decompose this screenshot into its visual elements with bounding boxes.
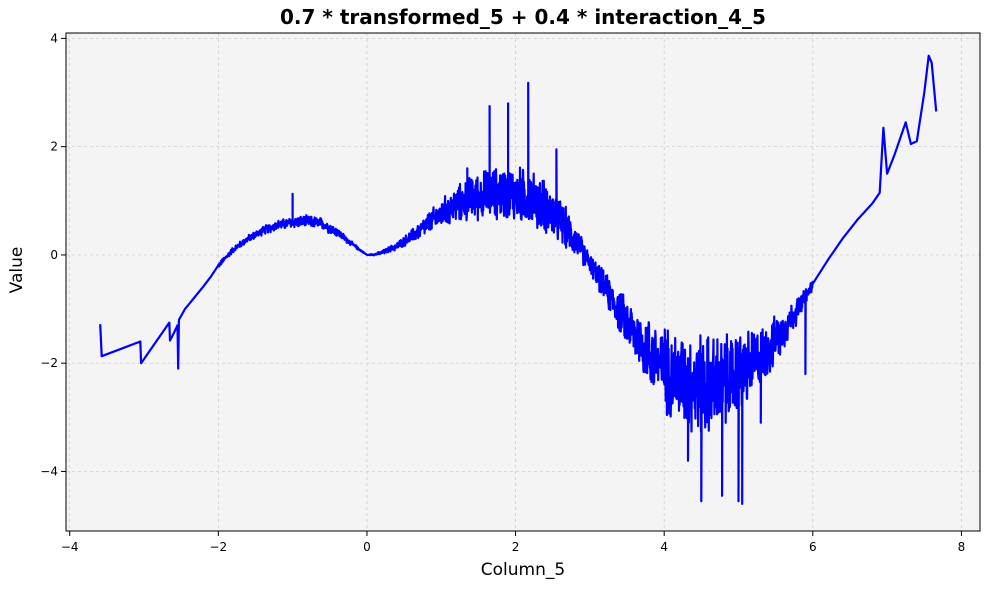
series-line bbox=[99, 54, 938, 505]
data-series bbox=[99, 54, 938, 505]
chart-title: 0.7 * transformed_5 + 0.4 * interaction_… bbox=[280, 5, 766, 29]
plot-frame bbox=[65, 32, 981, 532]
axis-ticks: −4 −2 0 2 4 6 8 −4 −2 0 2 4 bbox=[40, 31, 965, 554]
x-tick-label: 4 bbox=[660, 540, 668, 554]
x-tick-label: 6 bbox=[809, 540, 817, 554]
x-tick-label: 2 bbox=[512, 540, 520, 554]
y-tick-label: 4 bbox=[50, 31, 58, 45]
x-tick-label: −4 bbox=[61, 540, 79, 554]
x-axis-label: Column_5 bbox=[481, 560, 565, 580]
x-tick-label: −2 bbox=[209, 540, 227, 554]
y-axis-label: Value bbox=[7, 247, 27, 294]
grid bbox=[66, 33, 980, 531]
y-tick-label: −4 bbox=[40, 464, 58, 478]
y-tick-label: 0 bbox=[50, 248, 58, 262]
y-tick-label: −2 bbox=[40, 356, 58, 370]
plot-area bbox=[66, 33, 980, 531]
x-tick-label: 0 bbox=[363, 540, 371, 554]
x-tick-label: 8 bbox=[958, 540, 966, 554]
y-tick-label: 2 bbox=[50, 140, 58, 154]
